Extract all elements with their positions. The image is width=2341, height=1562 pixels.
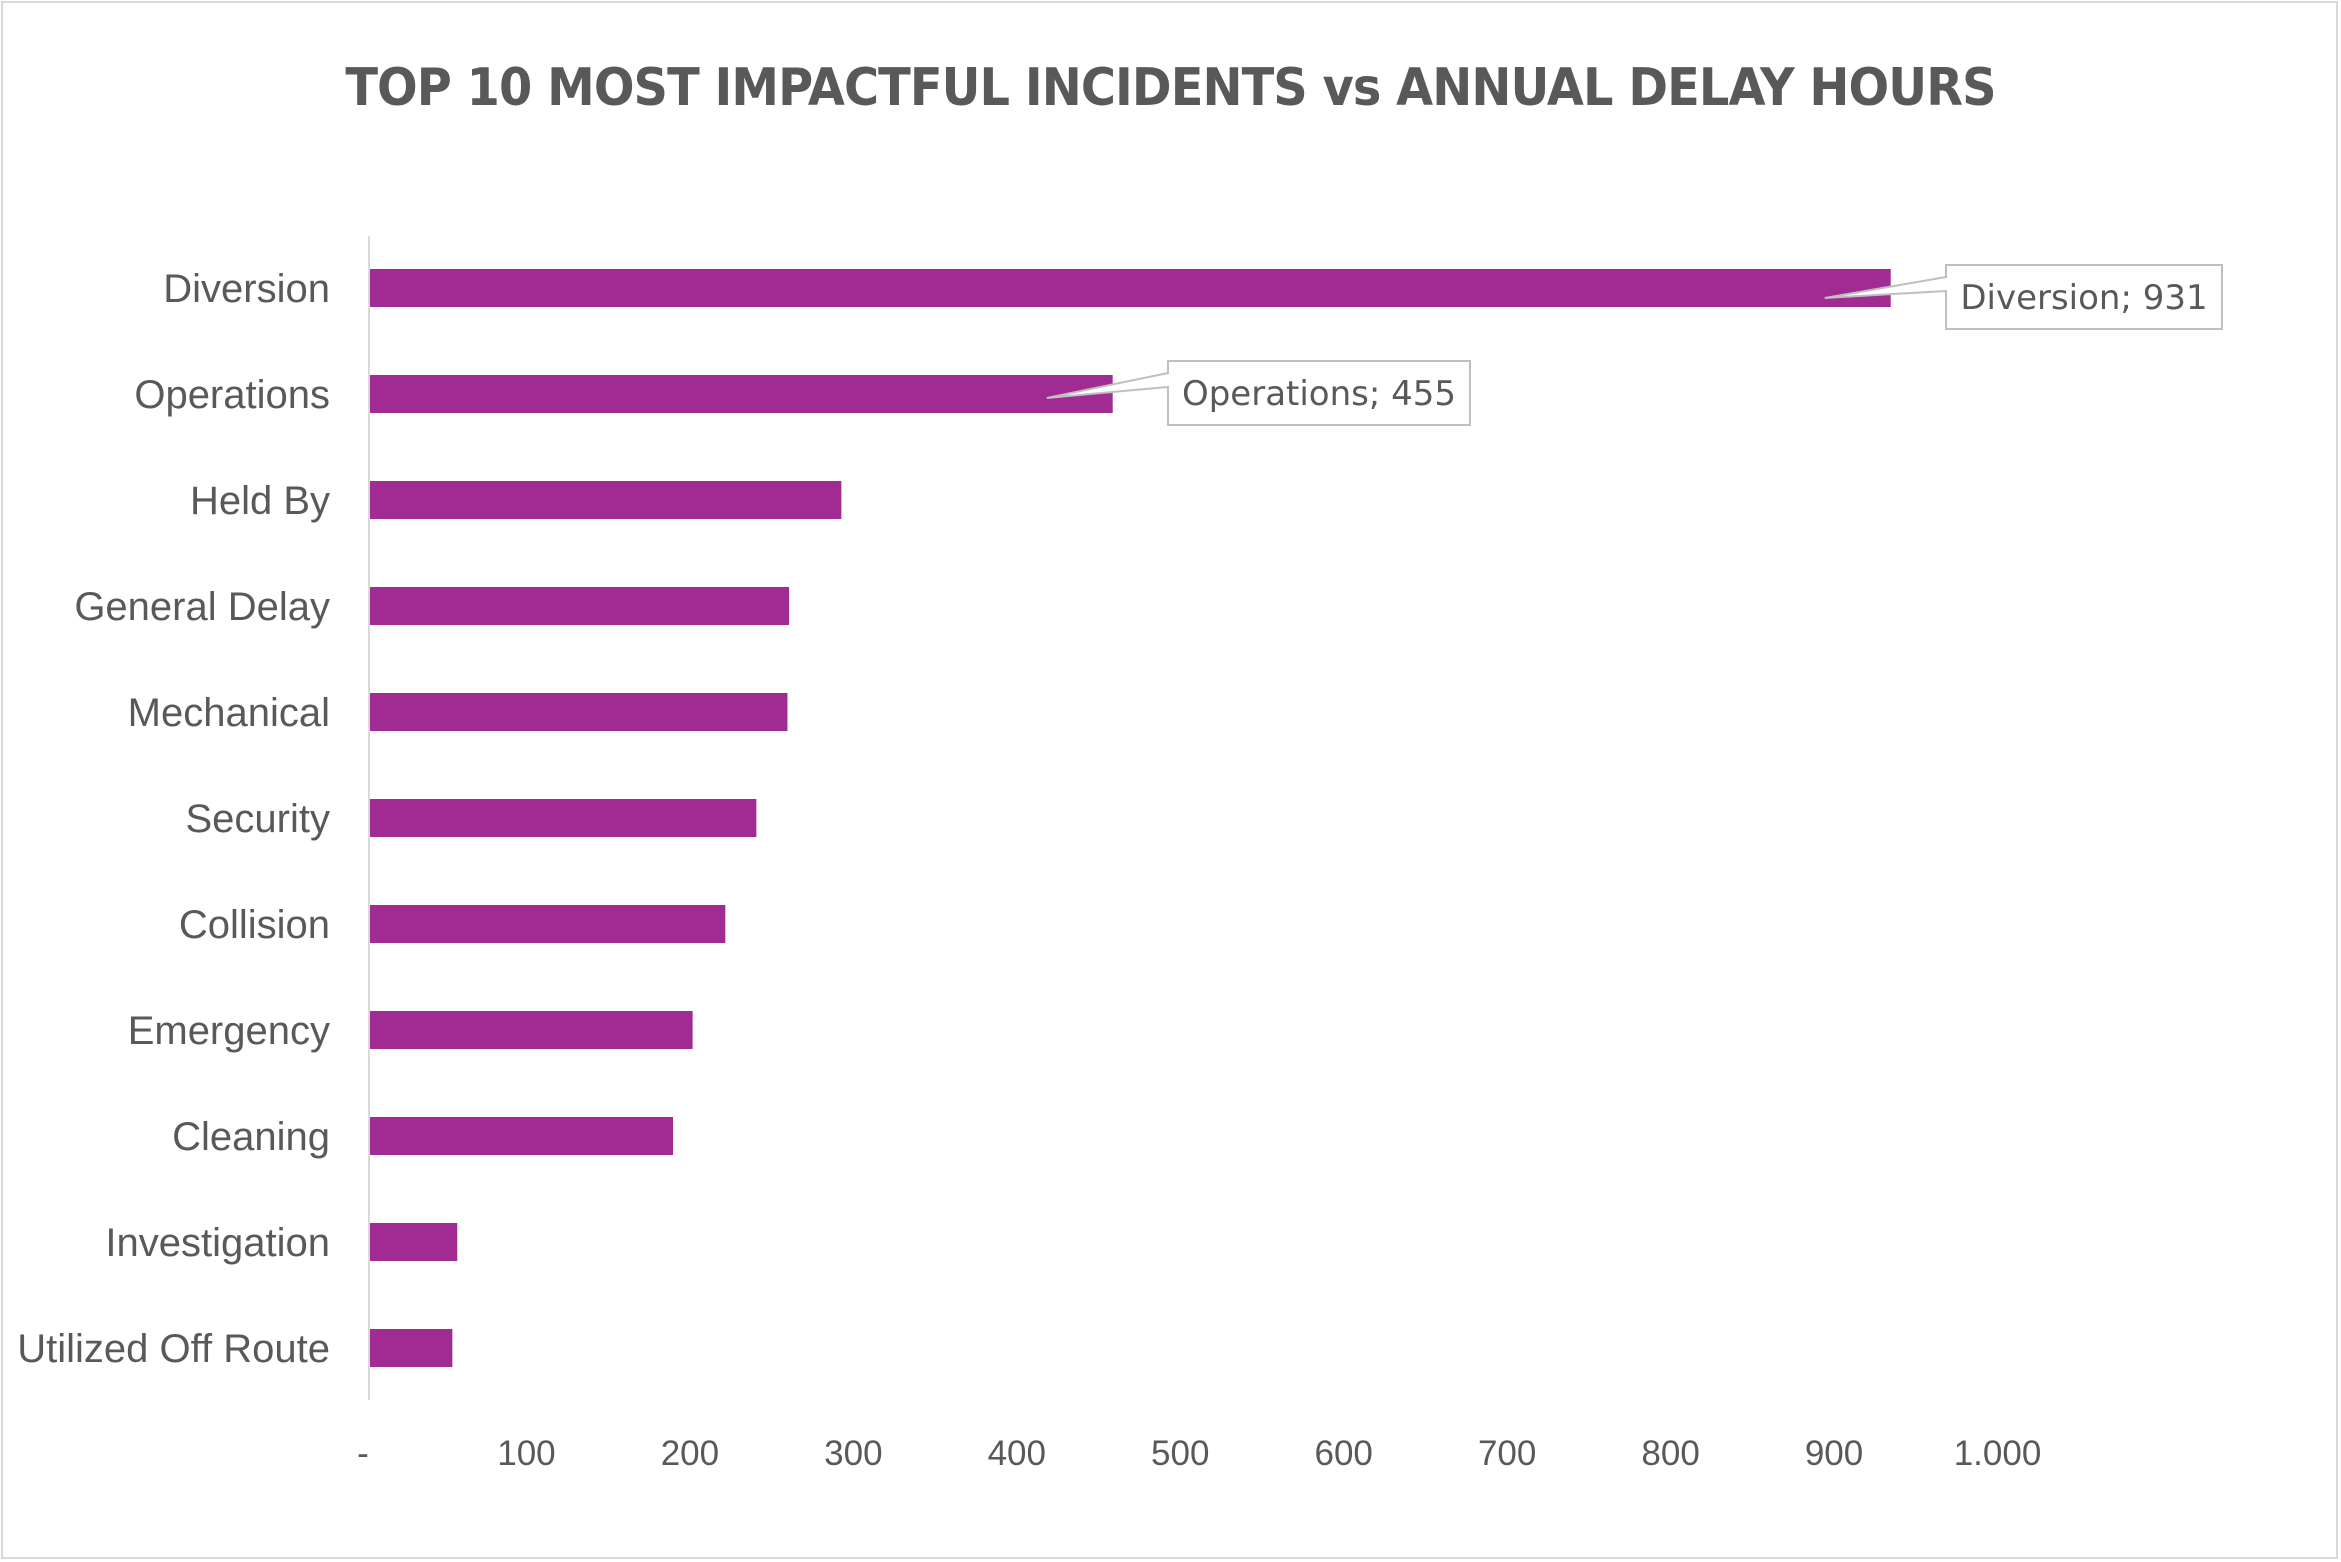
x-tick-label: 800 [1641,1434,1699,1473]
bar-utilized-off-route [370,1329,453,1367]
bar-investigation [370,1223,458,1261]
x-tick-label: 500 [1151,1434,1209,1473]
bar-cleaning [370,1117,674,1155]
x-tick-label: 100 [497,1434,555,1473]
category-label: Diversion [163,267,330,311]
bar-collision [370,905,726,943]
x-tick-label: 700 [1478,1434,1536,1473]
category-label: Mechanical [128,691,330,735]
x-tick-label: 300 [824,1434,882,1473]
bar-general-delay [370,587,790,625]
category-label: Emergency [128,1009,330,1053]
x-tick-label: 900 [1805,1434,1863,1473]
x-tick-label: 400 [988,1434,1046,1473]
bar-emergency [370,1011,693,1049]
bar-mechanical [370,693,788,731]
bar-diversion [370,269,1891,307]
bar-held-by [370,481,842,519]
data-callout-label: Diversion; 931 [1960,278,2207,318]
bar-security [370,799,757,837]
x-tick-label: 200 [661,1434,719,1473]
category-label: Held By [190,479,330,523]
category-label: Investigation [105,1221,330,1265]
data-callout [1046,360,1471,426]
x-tick-label: 1.000 [1954,1434,2042,1473]
data-callout-label: Operations; 455 [1182,374,1456,414]
category-label: Cleaning [172,1115,330,1159]
data-callout [1824,264,2223,330]
bar-operations [370,375,1113,413]
category-label: Security [186,797,331,841]
x-tick-label: 600 [1314,1434,1372,1473]
category-label: General Delay [74,585,330,629]
x-tick-label: - [357,1434,369,1473]
category-label: Utilized Off Route [17,1327,330,1371]
chart-title: TOP 10 MOST IMPACTFUL INCIDENTS vs ANNUA… [345,58,1996,118]
category-label: Collision [179,903,330,947]
category-label: Operations [134,373,330,417]
